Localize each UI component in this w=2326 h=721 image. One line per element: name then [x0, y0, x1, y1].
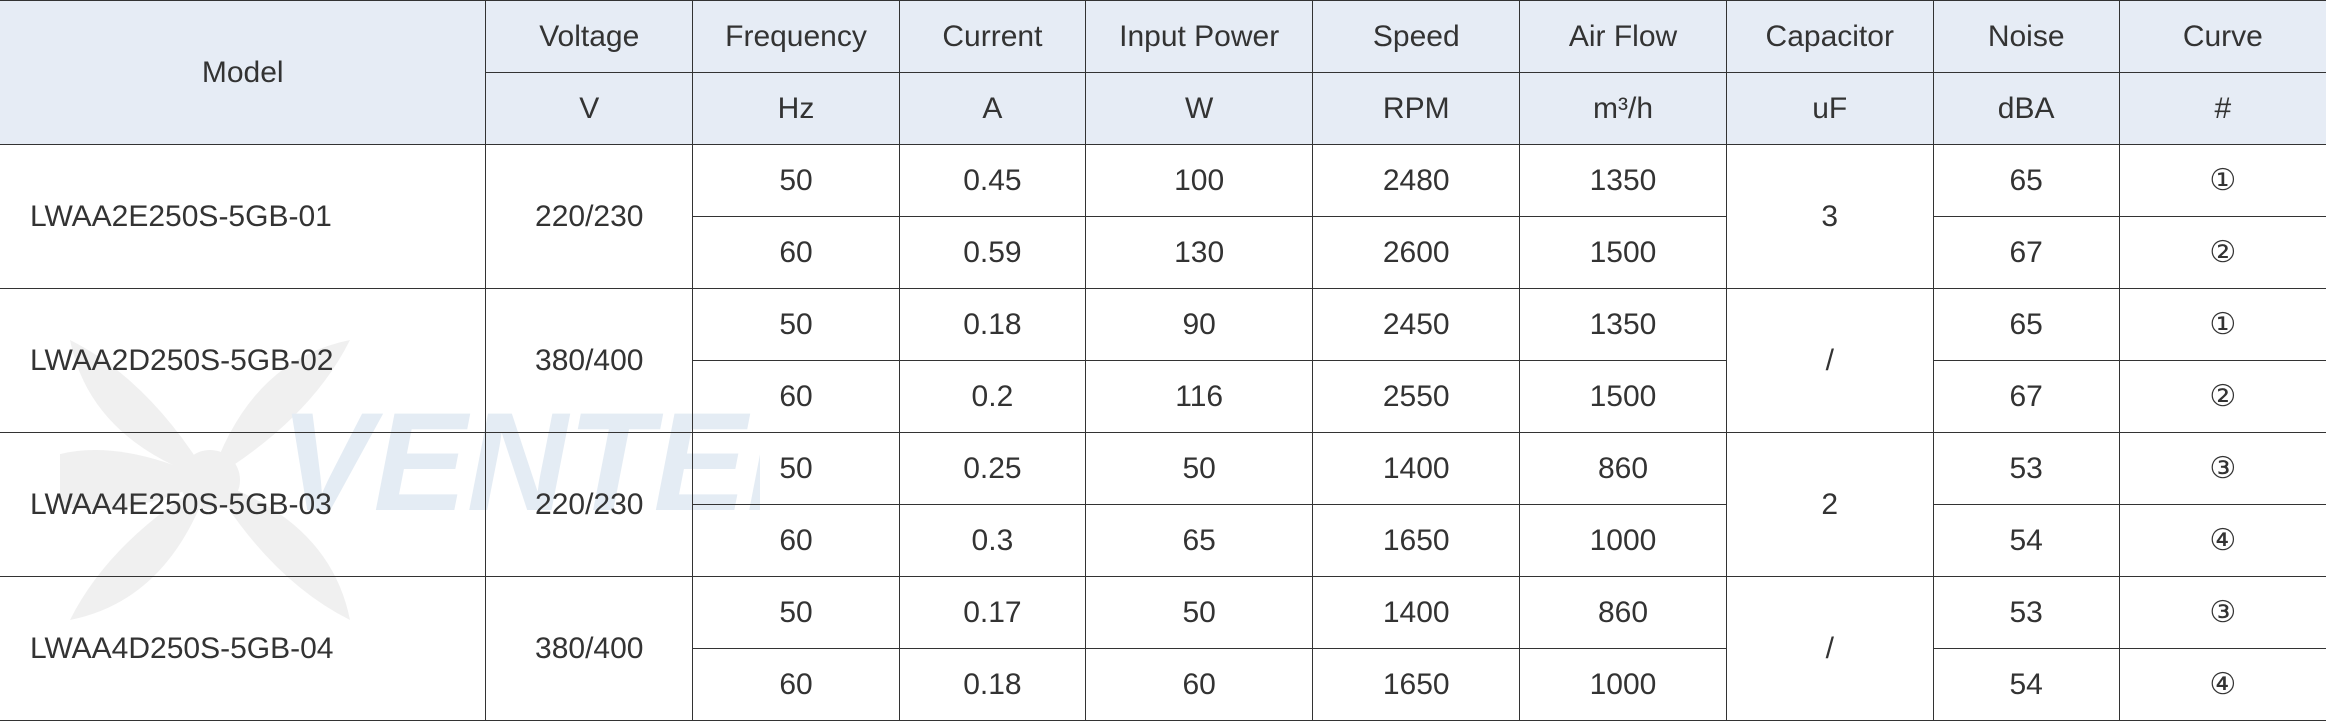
cell-curve: ② [2119, 361, 2326, 433]
cell-noise: 53 [1933, 433, 2119, 505]
cell-voltage: 220/230 [486, 433, 693, 577]
table-row: LWAA4E250S-5GB-03 220/230 50 0.25 50 140… [0, 433, 2326, 505]
header-capacitor: Capacitor [1726, 1, 1933, 73]
spec-table: Model Voltage Frequency Current Input Po… [0, 0, 2326, 721]
cell-input-power: 90 [1085, 289, 1312, 361]
cell-curve: ④ [2119, 505, 2326, 577]
cell-model: LWAA2D250S-5GB-02 [0, 289, 486, 433]
cell-curve: ④ [2119, 649, 2326, 721]
cell-noise: 67 [1933, 361, 2119, 433]
cell-speed: 1400 [1313, 577, 1520, 649]
cell-voltage: 380/400 [486, 289, 693, 433]
cell-air-flow: 860 [1520, 577, 1727, 649]
cell-noise: 67 [1933, 217, 2119, 289]
cell-speed: 2480 [1313, 145, 1520, 217]
cell-current: 0.25 [899, 433, 1085, 505]
cell-air-flow: 1350 [1520, 145, 1727, 217]
cell-input-power: 130 [1085, 217, 1312, 289]
header-voltage: Voltage [486, 1, 693, 73]
cell-curve: ③ [2119, 577, 2326, 649]
header-noise: Noise [1933, 1, 2119, 73]
spec-table-body: LWAA2E250S-5GB-01 220/230 50 0.45 100 24… [0, 145, 2326, 721]
cell-curve: ② [2119, 217, 2326, 289]
cell-speed: 2450 [1313, 289, 1520, 361]
cell-speed: 1400 [1313, 433, 1520, 505]
table-row: LWAA2D250S-5GB-02 380/400 50 0.18 90 245… [0, 289, 2326, 361]
cell-model: LWAA4D250S-5GB-04 [0, 577, 486, 721]
header-input-power: Input Power [1085, 1, 1312, 73]
cell-frequency: 60 [693, 361, 900, 433]
unit-air-flow: m³/h [1520, 73, 1727, 145]
cell-model: LWAA2E250S-5GB-01 [0, 145, 486, 289]
cell-current: 0.59 [899, 217, 1085, 289]
cell-noise: 65 [1933, 289, 2119, 361]
cell-speed: 1650 [1313, 505, 1520, 577]
cell-air-flow: 1000 [1520, 649, 1727, 721]
header-row-1: Model Voltage Frequency Current Input Po… [0, 1, 2326, 73]
cell-model: LWAA4E250S-5GB-03 [0, 433, 486, 577]
header-frequency: Frequency [693, 1, 900, 73]
unit-input-power: W [1085, 73, 1312, 145]
cell-speed: 2550 [1313, 361, 1520, 433]
cell-air-flow: 1500 [1520, 361, 1727, 433]
cell-noise: 53 [1933, 577, 2119, 649]
cell-capacitor: 2 [1726, 433, 1933, 577]
header-curve: Curve [2119, 1, 2326, 73]
cell-noise: 65 [1933, 145, 2119, 217]
cell-current: 0.17 [899, 577, 1085, 649]
cell-capacitor: 3 [1726, 145, 1933, 289]
unit-capacitor: uF [1726, 73, 1933, 145]
cell-frequency: 50 [693, 433, 900, 505]
unit-frequency: Hz [693, 73, 900, 145]
cell-input-power: 50 [1085, 577, 1312, 649]
unit-voltage: V [486, 73, 693, 145]
cell-input-power: 116 [1085, 361, 1312, 433]
header-current: Current [899, 1, 1085, 73]
cell-air-flow: 1500 [1520, 217, 1727, 289]
cell-capacitor: / [1726, 577, 1933, 721]
cell-frequency: 60 [693, 649, 900, 721]
cell-frequency: 60 [693, 217, 900, 289]
cell-frequency: 50 [693, 145, 900, 217]
cell-speed: 1650 [1313, 649, 1520, 721]
header-model: Model [0, 1, 486, 145]
unit-speed: RPM [1313, 73, 1520, 145]
cell-curve: ① [2119, 289, 2326, 361]
cell-air-flow: 1350 [1520, 289, 1727, 361]
cell-input-power: 60 [1085, 649, 1312, 721]
cell-input-power: 50 [1085, 433, 1312, 505]
cell-input-power: 65 [1085, 505, 1312, 577]
cell-frequency: 50 [693, 289, 900, 361]
table-row: LWAA2E250S-5GB-01 220/230 50 0.45 100 24… [0, 145, 2326, 217]
cell-current: 0.18 [899, 649, 1085, 721]
cell-frequency: 60 [693, 505, 900, 577]
header-air-flow: Air Flow [1520, 1, 1727, 73]
cell-current: 0.18 [899, 289, 1085, 361]
unit-noise: dBA [1933, 73, 2119, 145]
cell-air-flow: 860 [1520, 433, 1727, 505]
cell-voltage: 380/400 [486, 577, 693, 721]
cell-current: 0.3 [899, 505, 1085, 577]
cell-curve: ③ [2119, 433, 2326, 505]
table-row: LWAA4D250S-5GB-04 380/400 50 0.17 50 140… [0, 577, 2326, 649]
cell-speed: 2600 [1313, 217, 1520, 289]
cell-frequency: 50 [693, 577, 900, 649]
unit-current: A [899, 73, 1085, 145]
cell-capacitor: / [1726, 289, 1933, 433]
cell-noise: 54 [1933, 505, 2119, 577]
cell-current: 0.45 [899, 145, 1085, 217]
cell-curve: ① [2119, 145, 2326, 217]
cell-input-power: 100 [1085, 145, 1312, 217]
cell-noise: 54 [1933, 649, 2119, 721]
cell-voltage: 220/230 [486, 145, 693, 289]
cell-current: 0.2 [899, 361, 1085, 433]
header-speed: Speed [1313, 1, 1520, 73]
unit-curve: # [2119, 73, 2326, 145]
cell-air-flow: 1000 [1520, 505, 1727, 577]
